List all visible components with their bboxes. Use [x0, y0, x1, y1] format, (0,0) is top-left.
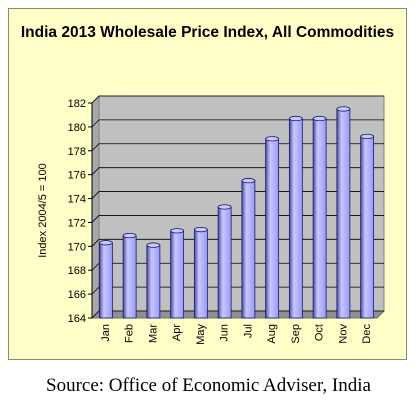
bar-body: [241, 180, 256, 319]
bar-body: [146, 244, 161, 319]
y-tick-label: 164: [68, 313, 86, 325]
x-tick-label: May: [195, 324, 207, 345]
y-tick-label: 180: [68, 122, 86, 134]
bar-top: [122, 232, 137, 239]
bar: [360, 133, 375, 319]
bar-body: [122, 235, 137, 319]
gridline-side: [91, 191, 100, 199]
bar: [193, 227, 208, 319]
y-axis-label: Index 2004/5 = 100: [37, 163, 49, 258]
y-tick-label: 178: [68, 146, 86, 158]
bar-body: [288, 118, 303, 319]
x-tick-label: Oct: [314, 324, 326, 341]
x-tick-label: Sep: [290, 324, 302, 344]
bar-top: [336, 106, 351, 112]
y-tick-label: 182: [68, 98, 86, 110]
x-tick-label: Feb: [124, 324, 136, 343]
gridline-side: [91, 143, 100, 152]
bar: [122, 232, 137, 319]
bar: [170, 228, 185, 319]
bar: [217, 204, 232, 319]
x-tick-label: Jul: [242, 324, 254, 338]
bar-top: [170, 228, 185, 234]
bar-top: [312, 115, 327, 122]
bar: [265, 136, 280, 319]
bar-top: [217, 204, 232, 210]
y-tick-label: 172: [68, 217, 86, 229]
bar-top: [265, 136, 280, 142]
y-axis-ticks: 164 166 168 170 172 174 176 178 180 182: [68, 98, 93, 325]
x-axis-ticks: Jan Feb Mar Apr May Jun Jul Aug Sep Oct Nov Dec: [100, 324, 373, 345]
bar-body: [312, 118, 327, 319]
y-tick-label: 174: [68, 194, 86, 206]
bar-top: [193, 227, 208, 233]
gridline-side: [91, 119, 100, 128]
bar: [312, 115, 327, 319]
x-tick-label: Aug: [266, 324, 278, 344]
gridline-side: [91, 239, 100, 247]
y-tick-label: 166: [68, 289, 86, 301]
bar-top: [146, 242, 161, 248]
chart-title: India 2013 Wholesale Price Index, All Co…: [20, 24, 395, 41]
bar: [146, 242, 161, 319]
x-tick-label: Mar: [147, 324, 159, 343]
bar-top: [360, 133, 375, 140]
bar-top: [241, 178, 256, 184]
bar-body: [217, 206, 232, 319]
gridline-side: [91, 215, 100, 223]
bars: [98, 106, 375, 319]
gridline-side: [91, 167, 100, 175]
source-caption: Source: Office of Economic Adviser, Indi…: [46, 375, 371, 396]
y-tick-label: 176: [68, 170, 86, 182]
x-tick-label: Jun: [219, 324, 231, 342]
bar: [288, 115, 303, 319]
y-tick-label: 170: [68, 241, 86, 253]
bar-body: [360, 136, 375, 319]
bar-body: [336, 108, 351, 319]
bar-body: [193, 229, 208, 319]
bar-body: [98, 242, 113, 319]
x-tick-label: Nov: [337, 324, 349, 344]
gridline-side: [91, 95, 100, 104]
x-tick-label: Apr: [171, 324, 183, 341]
bar-body: [170, 230, 185, 319]
bar-top: [98, 240, 113, 246]
y-tick-label: 168: [68, 265, 86, 277]
bar-top: [288, 115, 303, 122]
bar-body: [265, 138, 280, 319]
gridline-side: [91, 310, 100, 319]
plot-side-wall: [91, 94, 100, 320]
x-tick-label: Jan: [100, 324, 112, 342]
bar: [336, 106, 351, 319]
bar: [241, 178, 256, 319]
x-tick-label: Dec: [361, 324, 373, 344]
gridline-side: [91, 262, 100, 271]
bar: [98, 240, 113, 319]
gridline-side: [91, 286, 100, 295]
